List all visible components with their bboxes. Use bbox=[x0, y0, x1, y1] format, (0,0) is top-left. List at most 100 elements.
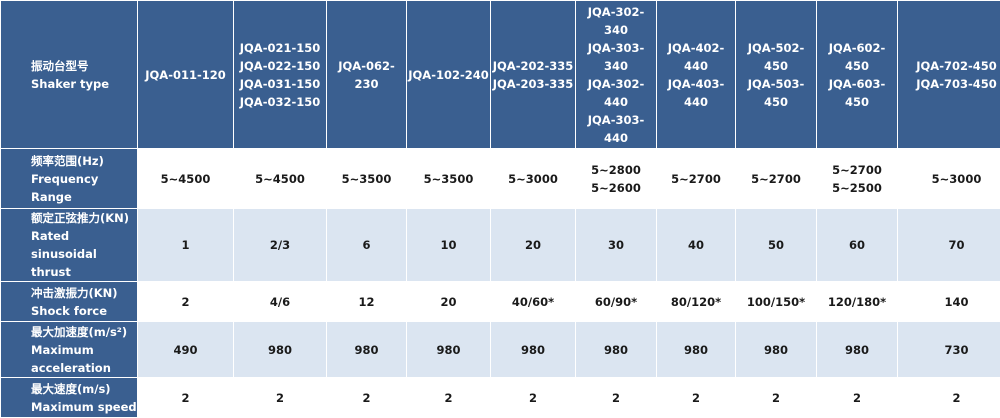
cell-line: JQA-603-450 bbox=[817, 75, 897, 111]
value-cell: 5~3000 bbox=[491, 149, 576, 209]
cell-line: JQA-031-150 bbox=[234, 75, 326, 93]
cell-line: 5~3000 bbox=[898, 170, 1000, 188]
value-cell: 980 bbox=[657, 322, 736, 378]
cell-line: JQA-032-150 bbox=[234, 93, 326, 111]
cell-line: Maximum speed bbox=[31, 398, 137, 416]
cell-line: 140 bbox=[898, 293, 1000, 311]
cell-line: 5~3500 bbox=[407, 170, 490, 188]
cell-line: Rated sinusoidal thrust bbox=[31, 227, 137, 281]
value-cell: 100/150* bbox=[736, 282, 817, 322]
cell-line: 2 bbox=[138, 293, 233, 311]
value-cell: 60/90* bbox=[576, 282, 657, 322]
value-cell: 2 bbox=[576, 378, 657, 418]
cell-line: 5~4500 bbox=[138, 170, 233, 188]
value-cell: 5~4500 bbox=[138, 149, 234, 209]
cell-line: 980 bbox=[327, 341, 406, 359]
value-cell: 2 bbox=[138, 282, 234, 322]
value-cell: 120/180* bbox=[817, 282, 898, 322]
value-cell: 730 bbox=[898, 322, 1000, 378]
value-cell: 50 bbox=[736, 209, 817, 282]
cell-line: 5~2700 bbox=[736, 170, 816, 188]
value-cell: 490 bbox=[138, 322, 234, 378]
cell-line: JQA-062-230 bbox=[327, 57, 406, 93]
cell-line: 5~2800 bbox=[576, 161, 656, 179]
cell-line: 40/60* bbox=[491, 293, 575, 311]
value-cell: 2 bbox=[657, 378, 736, 418]
cell-line: 120/180* bbox=[817, 293, 897, 311]
cell-line: JQA-202-335 bbox=[491, 57, 575, 75]
cell-line: 冲击激振力(KN) bbox=[31, 284, 137, 302]
value-cell: 70 bbox=[898, 209, 1000, 282]
value-cell: 40 bbox=[657, 209, 736, 282]
row-label: 冲击激振力(KN)Shock force bbox=[1, 282, 138, 322]
value-cell: 12 bbox=[327, 282, 407, 322]
value-cell: 2 bbox=[234, 378, 327, 418]
cell-line: Maximum acceleration bbox=[31, 341, 137, 377]
row-label: 最大加速度(m/s²)Maximum acceleration bbox=[1, 322, 138, 378]
value-cell: 2 bbox=[817, 378, 898, 418]
cell-line: JQA-502-450 bbox=[736, 39, 816, 75]
cell-line: JQA-702-450 bbox=[898, 57, 1000, 75]
value-cell: 60 bbox=[817, 209, 898, 282]
cell-line: 12 bbox=[327, 293, 406, 311]
row-label: 最大速度(m/s)Maximum speed bbox=[1, 378, 138, 418]
cell-line: JQA-403-440 bbox=[657, 75, 735, 111]
value-cell: 2 bbox=[138, 378, 234, 418]
row-label: 额定正弦推力(KN)Rated sinusoidal thrust bbox=[1, 209, 138, 282]
cell-line: 30 bbox=[576, 236, 656, 254]
cell-line: Shaker type bbox=[31, 75, 137, 93]
cell-line: JQA-011-120 bbox=[138, 66, 233, 84]
value-cell: 5~3500 bbox=[407, 149, 491, 209]
model-cell: JQA-102-240 bbox=[407, 1, 491, 149]
value-cell: 4/6 bbox=[234, 282, 327, 322]
value-cell: 2 bbox=[491, 378, 576, 418]
value-cell: 980 bbox=[817, 322, 898, 378]
cell-line: 490 bbox=[138, 341, 233, 359]
cell-line: 980 bbox=[407, 341, 490, 359]
cell-line: JQA-022-150 bbox=[234, 57, 326, 75]
cell-line: 980 bbox=[657, 341, 735, 359]
value-cell: 2/3 bbox=[234, 209, 327, 282]
cell-line: 5~4500 bbox=[234, 170, 326, 188]
cell-line: JQA-402-440 bbox=[657, 39, 735, 75]
cell-line: 980 bbox=[736, 341, 816, 359]
cell-line: 980 bbox=[576, 341, 656, 359]
cell-line: JQA-102-240 bbox=[407, 66, 490, 84]
value-cell: 980 bbox=[407, 322, 491, 378]
value-cell: 5~2700 bbox=[657, 149, 736, 209]
cell-line: JQA-302-340 bbox=[576, 3, 656, 39]
cell-line: 50 bbox=[736, 236, 816, 254]
cell-line: 20 bbox=[491, 236, 575, 254]
cell-line: 2/3 bbox=[234, 236, 326, 254]
cell-line: 5~2700 bbox=[817, 161, 897, 179]
value-cell: 6 bbox=[327, 209, 407, 282]
cell-line: 60 bbox=[817, 236, 897, 254]
cell-line: 730 bbox=[898, 341, 1000, 359]
cell-line: 20 bbox=[407, 293, 490, 311]
value-cell: 40/60* bbox=[491, 282, 576, 322]
cell-line: 40 bbox=[657, 236, 735, 254]
cell-line: 5~2500 bbox=[817, 179, 897, 197]
cell-line: 5~2700 bbox=[657, 170, 735, 188]
value-cell: 80/120* bbox=[657, 282, 736, 322]
cell-line: 最大速度(m/s) bbox=[31, 380, 137, 398]
cell-line: JQA-203-335 bbox=[491, 75, 575, 93]
cell-line: 980 bbox=[234, 341, 326, 359]
value-cell: 5~3500 bbox=[327, 149, 407, 209]
cell-line: Shock force bbox=[31, 302, 137, 320]
cell-line: JQA-302-440 bbox=[576, 75, 656, 111]
cell-line: JQA-602-450 bbox=[817, 39, 897, 75]
cell-line: JQA-503-450 bbox=[736, 75, 816, 111]
value-cell: 980 bbox=[576, 322, 657, 378]
cell-line: 5~3000 bbox=[491, 170, 575, 188]
